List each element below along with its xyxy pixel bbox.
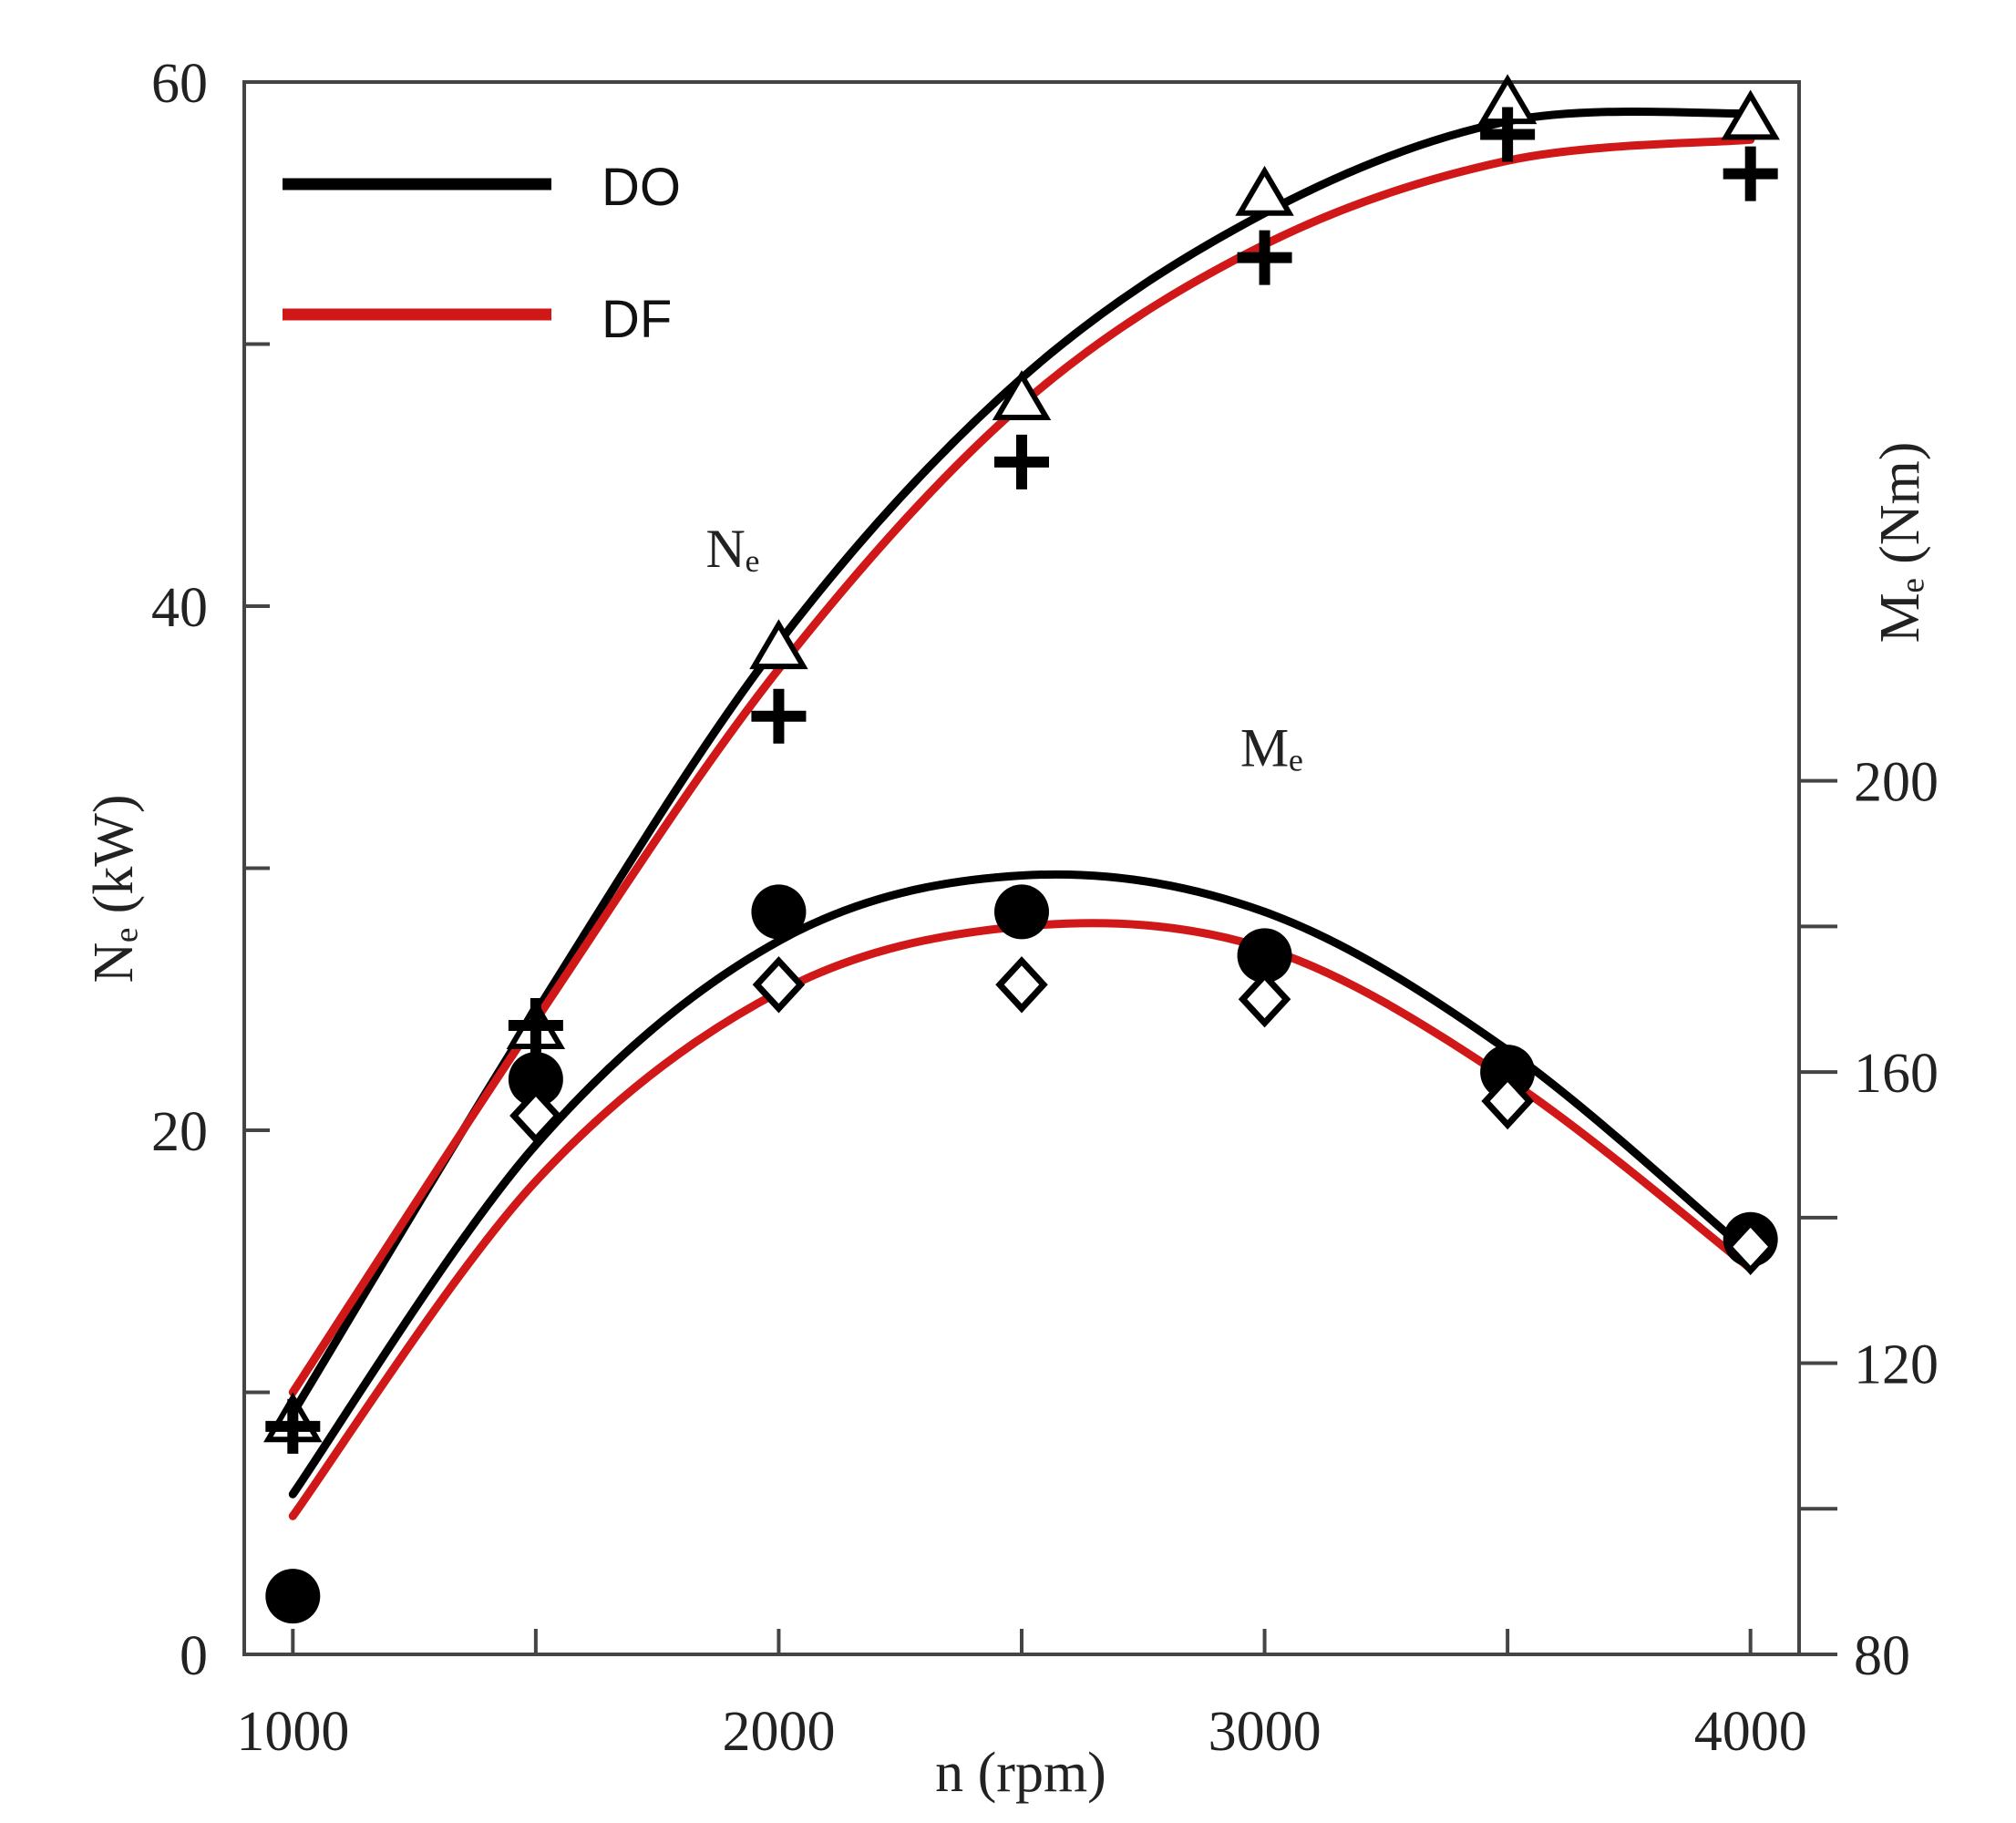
marker-plus: [994, 434, 1049, 489]
marker-triangle: [1235, 165, 1294, 216]
marker-plus: [265, 1398, 321, 1454]
marker-diamond: [1238, 971, 1291, 1028]
marker-triangle: [1721, 89, 1780, 140]
marker-circle: [265, 1569, 321, 1624]
y-right-tick-label: 120: [1854, 1334, 1939, 1396]
y-left-tick-label: 60: [151, 53, 208, 115]
annotation-ne: Nₑ: [706, 519, 760, 579]
x-tick-label: 4000: [1694, 1701, 1807, 1763]
marker-circle: [751, 884, 807, 940]
y-left-axis-title: Nₑ (kW): [83, 795, 145, 984]
marker-plus: [508, 998, 563, 1053]
marker-diamond: [1481, 1072, 1534, 1130]
x-tick-label: 3000: [1209, 1701, 1322, 1763]
y-left-tick-label: 40: [151, 577, 208, 639]
y-right-tick-label: 160: [1854, 1043, 1939, 1105]
markers-layer: [263, 74, 1780, 1624]
marker-circle: [994, 884, 1049, 940]
marker-circle: [1237, 928, 1292, 984]
legend-label-do: DO: [602, 158, 681, 217]
axes-layer: 1000 2000 3000 4000 0 20 40 60 80 120 160 200: [151, 53, 1939, 1763]
legend: DO DF: [283, 158, 681, 349]
marker-diamond: [752, 956, 806, 1014]
marker-diamond: [1723, 1218, 1777, 1275]
y-right-axis-title: Mₑ (Nm): [1869, 442, 1931, 644]
marker-triangle: [992, 370, 1052, 420]
y-left-tick-label: 20: [151, 1101, 208, 1163]
marker-plus: [1480, 107, 1536, 162]
x-tick-label: 2000: [722, 1701, 835, 1763]
curve-df-ne: [288, 135, 1755, 1396]
x-tick-label: 1000: [236, 1701, 349, 1763]
curves-layer: [288, 107, 1755, 1520]
x-axis-title: n (rpm): [935, 1742, 1106, 1804]
marker-circle: [1480, 1045, 1536, 1100]
marker-plus: [1237, 230, 1292, 285]
y-left-tick-label: 0: [180, 1625, 208, 1687]
marker-diamond: [995, 956, 1048, 1014]
legend-label-df: DF: [602, 290, 672, 349]
marker-triangle: [749, 619, 808, 670]
marker-plus: [751, 688, 807, 744]
y-right-tick-label: 80: [1854, 1625, 1910, 1687]
marker-diamond: [509, 1087, 562, 1145]
marker-plus: [1723, 146, 1778, 201]
marker-circle: [508, 1052, 563, 1107]
annotation-me: Mₑ: [1240, 718, 1303, 778]
curve-do-ne: [288, 107, 1755, 1417]
y-right-tick-label: 200: [1854, 752, 1939, 814]
